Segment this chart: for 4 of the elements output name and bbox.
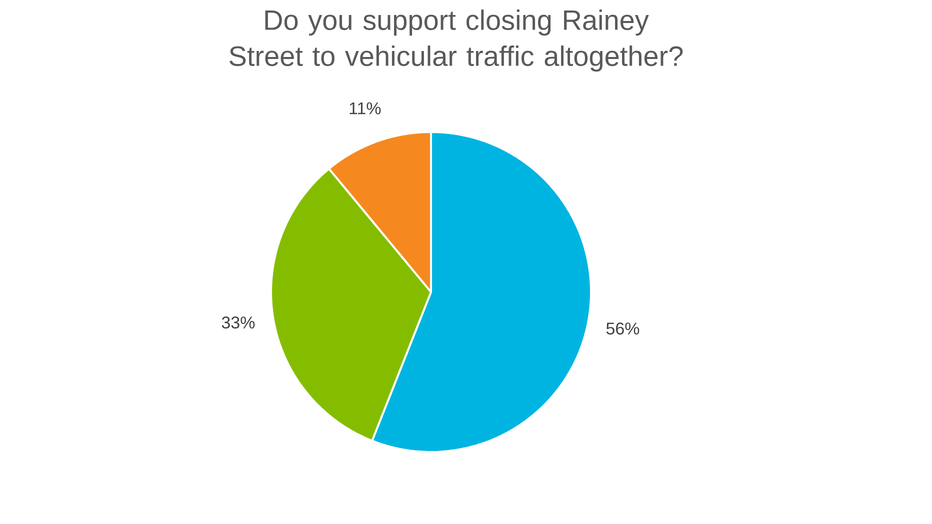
data-label: 11% bbox=[350, 102, 381, 114]
data-label: 56% bbox=[606, 322, 640, 335]
chart-title: Do you support closing Rainey Street to vehicular traffic altogether? bbox=[230, 10, 683, 72]
data-label: 33% bbox=[222, 316, 255, 329]
